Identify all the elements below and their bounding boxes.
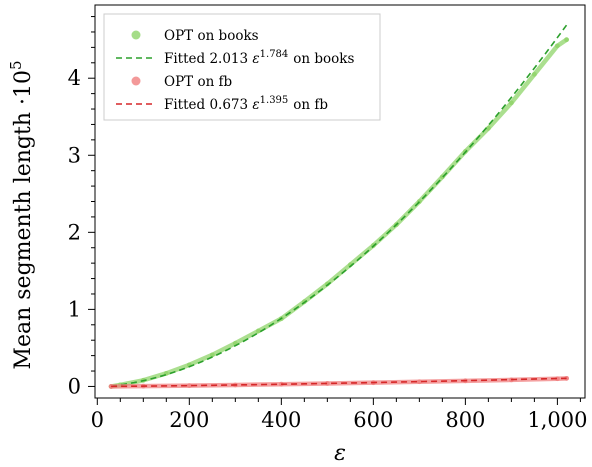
- y-tick-label: 3: [68, 143, 81, 167]
- legend-fit-fb-suffix: on fb: [293, 97, 328, 113]
- legend-fit-fb-exp: 1.395: [260, 95, 289, 106]
- data-point: [554, 376, 560, 382]
- data-point: [508, 100, 514, 106]
- data-point: [485, 125, 491, 131]
- legend-fit-books-main: Fitted 2.013: [164, 51, 248, 67]
- data-point: [108, 384, 114, 389]
- legend-fit-books-var: ε: [252, 51, 259, 67]
- x-tick-label: 0: [91, 408, 104, 432]
- series-band-2: [108, 376, 569, 389]
- legend-fit-books-suffix: on books: [293, 51, 354, 67]
- legend: OPT on books Fitted 2.013 ε1.784 on books…: [103, 13, 381, 121]
- data-point: [564, 37, 569, 43]
- legend-label-fit-books: Fitted 2.013 ε1.784 on books: [164, 49, 354, 67]
- fit-line-3: [111, 377, 567, 388]
- y-axis-title-exponent: 5: [7, 60, 25, 70]
- y-tick-label: 2: [68, 220, 81, 244]
- legend-label-fit-fb: Fitted 0.673 ε1.395 on fb: [164, 95, 328, 113]
- legend-fit-fb-main: Fitted 0.673: [164, 97, 248, 113]
- y-axis: 0 1 2 3 4: [68, 16, 95, 398]
- legend-marker-opt-books: [131, 30, 141, 40]
- data-point: [209, 352, 215, 358]
- series-band-0: [108, 37, 569, 389]
- y-tick-label: 0: [68, 374, 81, 398]
- x-axis: 0 200 400 600 800 1,000: [91, 398, 587, 432]
- x-tick-label: 200: [169, 408, 209, 432]
- y-axis-title-text: Mean segmenth length ·10: [11, 70, 36, 370]
- legend-marker-opt-fb: [131, 76, 141, 86]
- legend-fit-books-exp: 1.784: [260, 49, 289, 60]
- data-point: [554, 43, 560, 49]
- x-tick-label: 600: [353, 408, 393, 432]
- y-axis-title: Mean segmenth length ·105: [7, 60, 36, 369]
- x-tick-label: 800: [445, 408, 485, 432]
- x-tick-label: 1,000: [527, 408, 587, 432]
- data-point: [255, 328, 261, 334]
- y-tick-label: 1: [68, 297, 81, 321]
- data-point: [186, 383, 192, 388]
- y-tick-label: 4: [68, 66, 81, 90]
- x-axis-title: ε: [334, 441, 346, 466]
- data-point: [324, 381, 330, 386]
- plot-area: [108, 24, 569, 389]
- legend-label-opt-books: OPT on books: [164, 28, 259, 44]
- plot-frame: [94, 4, 586, 399]
- legend-box: [103, 13, 381, 121]
- x-tick-label: 400: [261, 408, 301, 432]
- legend-fit-fb-var: ε: [252, 97, 259, 113]
- data-point: [416, 379, 422, 385]
- data-point: [531, 71, 537, 77]
- fit-line-1: [111, 24, 568, 387]
- legend-label-opt-fb: OPT on fb: [164, 74, 232, 90]
